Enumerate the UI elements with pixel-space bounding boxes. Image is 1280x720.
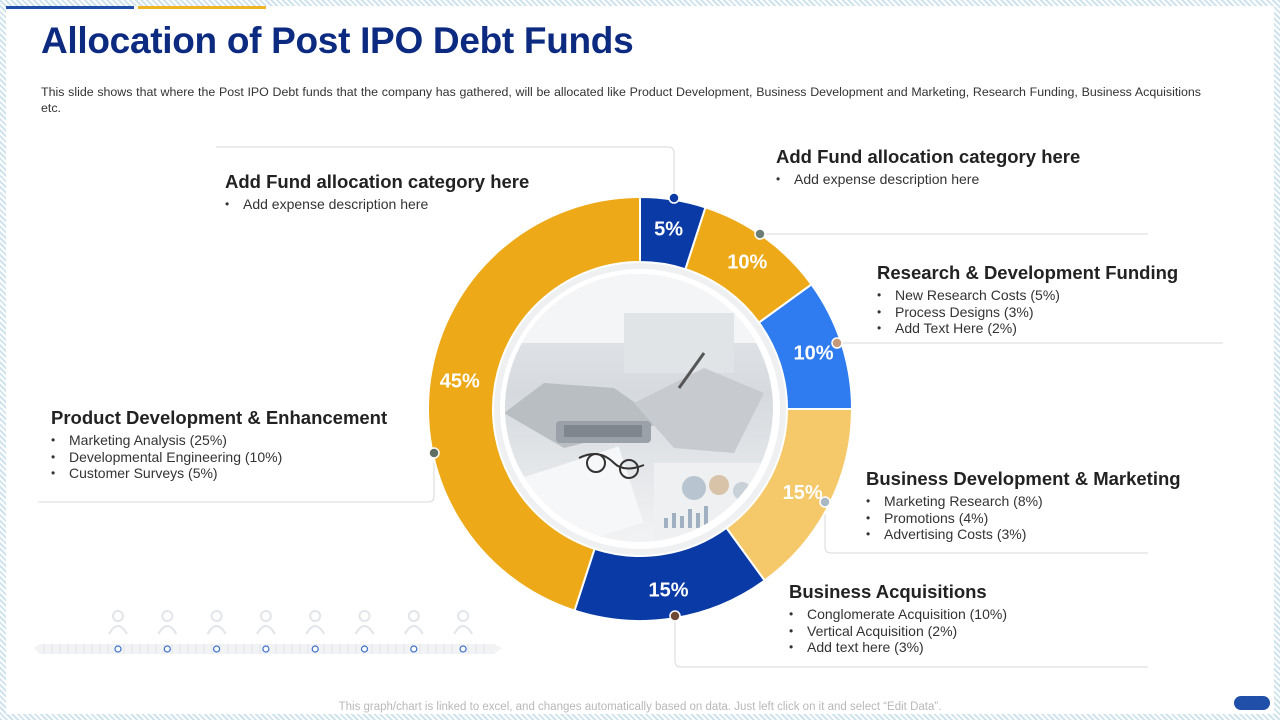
callout-top-right: Add Fund allocation category here Add ex… xyxy=(776,146,1080,188)
timeline-dot xyxy=(360,645,369,653)
board-icon xyxy=(453,610,473,635)
list-item: Add Text Here (2%) xyxy=(877,320,1178,337)
callout-title: Add Fund allocation category here xyxy=(225,171,530,192)
connector-dot xyxy=(669,610,681,622)
footer-note: This graph/chart is linked to excel, and… xyxy=(338,701,942,713)
callout-product-dev: Product Development & Enhancement Market… xyxy=(51,407,387,482)
connector-dot xyxy=(819,496,831,508)
list-item: Marketing Research (8%) xyxy=(866,493,1181,510)
callout-title: Business Acquisitions xyxy=(789,581,987,602)
slice-label: 15% xyxy=(649,579,689,601)
timeline-dot xyxy=(163,645,171,653)
donut-slice-6[interactable] xyxy=(427,195,641,612)
list-item: Customer Surveys (5%) xyxy=(51,465,387,482)
list-item: Vertical Acquisition (2%) xyxy=(789,623,1007,640)
callout-title: Research & Development Funding xyxy=(877,262,1179,283)
list-item: Add text here (3%) xyxy=(789,639,1007,656)
callout-list: Add expense description here xyxy=(225,196,529,213)
list-item: Conglomerate Acquisition (10%) xyxy=(789,606,1007,623)
growth-icon xyxy=(354,610,375,635)
accent-bar-blue xyxy=(6,6,134,9)
callout-list: New Research Costs (5%) Process Designs … xyxy=(877,287,1178,337)
slice-label: 5% xyxy=(654,219,683,241)
callout-list: Conglomerate Acquisition (10%) Vertical … xyxy=(789,606,1007,656)
callout-research: Research & Development Funding New Resea… xyxy=(877,262,1178,337)
idea-icon xyxy=(157,610,178,635)
connector-dot xyxy=(754,228,766,240)
slice-label: 15% xyxy=(783,482,823,504)
list-item: Developmental Engineering (10%) xyxy=(51,449,387,466)
list-item: Advertising Costs (3%) xyxy=(866,526,1181,543)
callout-title: Business Development & Marketing xyxy=(866,468,1181,489)
slice-label: 45% xyxy=(440,370,480,392)
desk-paperwork-photo xyxy=(505,274,773,542)
leader-line-product-dev xyxy=(38,453,435,503)
connector-dot xyxy=(428,447,440,459)
slide: Allocation of Post IPO Debt Funds This s… xyxy=(6,6,1274,714)
connector-dot xyxy=(668,192,680,204)
team-icon xyxy=(108,610,128,635)
callout-business-dev: Business Development & Marketing Marketi… xyxy=(866,468,1181,543)
callout-list: Marketing Analysis (25%) Developmental E… xyxy=(51,432,387,482)
accent-bar-gold xyxy=(138,6,266,9)
list-item: Process Designs (3%) xyxy=(877,304,1178,321)
leader-line-business-dev xyxy=(824,502,1148,554)
edit-data-button[interactable] xyxy=(1234,696,1270,710)
timeline-dot xyxy=(262,645,270,653)
list-item: New Research Costs (5%) xyxy=(877,287,1178,304)
leader-line-top-left xyxy=(216,146,675,198)
timeline-dot xyxy=(213,645,221,653)
list-item: Add expense description here xyxy=(225,196,529,213)
slice-label: 10% xyxy=(727,251,767,273)
meeting-icon xyxy=(256,610,276,635)
callout-title: Add Fund allocation category here xyxy=(776,146,1081,167)
list-item: Add expense description here xyxy=(776,171,1080,188)
walking-person-icon xyxy=(403,610,424,635)
timeline-dot xyxy=(114,645,122,653)
person-icon xyxy=(305,610,326,635)
timeline-dot xyxy=(459,645,467,653)
callout-acquisitions: Business Acquisitions Conglomerate Acqui… xyxy=(789,581,1007,656)
slice-label: 10% xyxy=(794,343,834,365)
callout-title: Product Development & Enhancement xyxy=(51,407,388,428)
callout-top-left: Add Fund allocation category here Add ex… xyxy=(225,171,529,213)
page-title: Allocation of Post IPO Debt Funds xyxy=(41,20,634,61)
leader-lines xyxy=(38,146,1223,668)
list-item: Promotions (4%) xyxy=(866,510,1181,527)
connector-dot xyxy=(831,337,843,349)
leader-line-acquisitions xyxy=(674,616,1148,668)
callout-list: Marketing Research (8%) Promotions (4%) … xyxy=(866,493,1181,543)
timeline-dot xyxy=(311,645,319,653)
slide-description: This slide shows that where the Post IPO… xyxy=(41,85,1201,115)
timeline-dot xyxy=(410,645,418,653)
decorative-timeline xyxy=(34,610,502,654)
list-item: Marketing Analysis (25%) xyxy=(51,432,387,449)
callout-list: Add expense description here xyxy=(776,171,1080,188)
presentation-icon xyxy=(206,610,227,635)
